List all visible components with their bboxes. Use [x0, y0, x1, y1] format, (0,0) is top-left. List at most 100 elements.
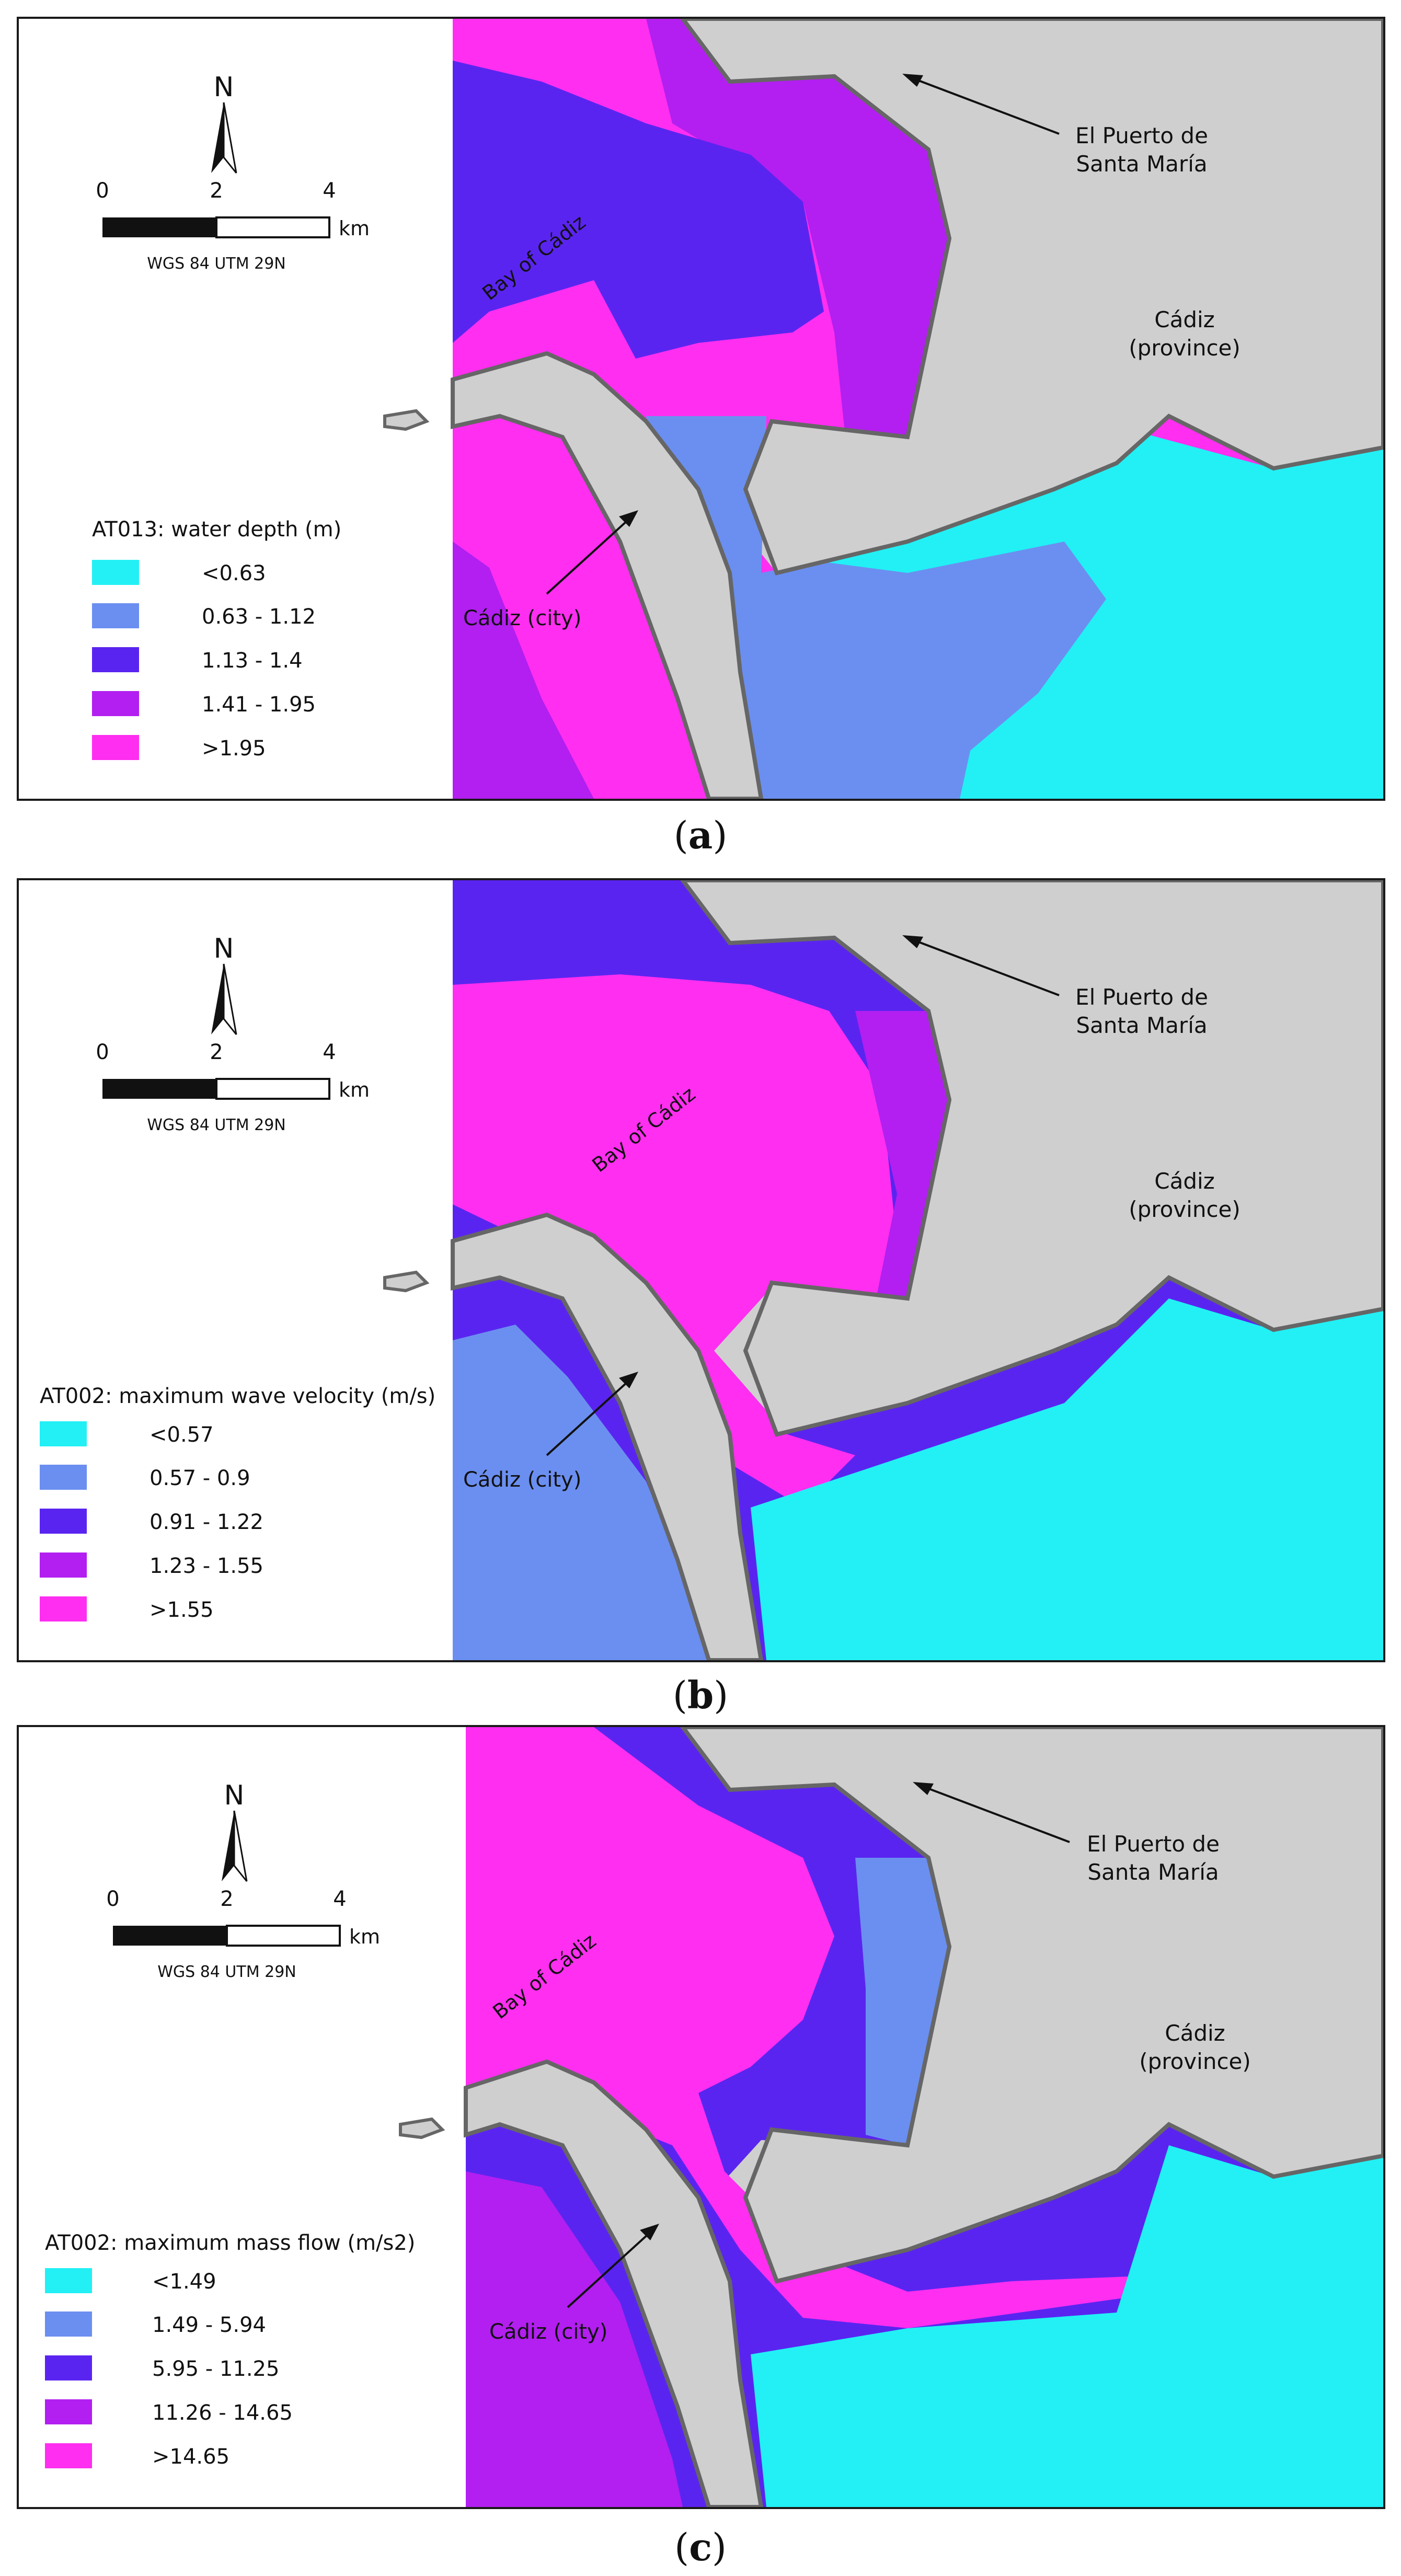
arrow-puerto-head — [902, 935, 923, 948]
map-panel-c: N 0 2 4 km WGS 84 UTM 29N El Puerto de S… — [17, 1725, 1385, 2509]
legend-swatch-4 — [92, 691, 139, 716]
land-islet — [383, 1270, 430, 1293]
label-city: Cádiz (city) — [463, 1468, 581, 1492]
caption-open: ( — [673, 813, 688, 857]
legend-swatch-4 — [45, 2399, 92, 2424]
map-panel-a: N 0 2 4 km WGS 84 UTM 29N El Puerto de S… — [17, 17, 1385, 801]
scale-tick-0: 0 — [106, 1887, 119, 1911]
label-province-2: (province) — [1139, 2049, 1251, 2074]
arrow-city — [567, 2228, 655, 2308]
label-puerto-2: Santa María — [1087, 1859, 1219, 1885]
legend-label-1: <1.49 — [152, 2270, 216, 2294]
sea-zone-flow-4 — [466, 2171, 683, 2507]
north-label: N — [214, 72, 234, 103]
north-arrow-icon-right — [223, 963, 237, 1035]
legend-label-3: 5.95 - 11.25 — [152, 2357, 279, 2381]
north-arrow-icon — [211, 964, 224, 1034]
sea-zone-depth-4-south — [453, 542, 594, 799]
arrow-puerto-head — [913, 1782, 934, 1795]
scale-tick-2: 2 — [210, 1040, 223, 1064]
north-arrow-icon — [211, 102, 224, 173]
arrow-city — [546, 1376, 634, 1456]
north-arrow-icon-right — [223, 102, 237, 174]
caption-open: ( — [674, 2525, 690, 2569]
scale-tick-2: 2 — [220, 1887, 233, 1911]
legend-swatch-5 — [45, 2443, 92, 2468]
land-cadiz-city — [451, 1212, 764, 1660]
scale-tick-0: 0 — [96, 179, 109, 203]
sea-zone-vel-2 — [453, 1325, 709, 1660]
blank-area — [19, 19, 453, 799]
legend-swatch-4 — [40, 1552, 87, 1578]
overlay-c: N 0 2 4 km WGS 84 UTM 29N El Puerto de S… — [45, 1780, 1251, 2469]
caption-close: ) — [713, 813, 728, 857]
sea-zone-flow-2 — [855, 1858, 949, 2145]
scale-bar-white — [215, 216, 330, 238]
arrow-city-head — [619, 1372, 638, 1388]
land-mainland — [680, 1727, 1383, 2284]
legend-label-4: 1.23 - 1.55 — [150, 1554, 263, 1578]
legend-label-4: 1.41 - 1.95 — [202, 693, 316, 717]
label-province-2: (province) — [1129, 1197, 1241, 1222]
caption-close: ) — [714, 1673, 729, 1717]
arrow-puerto-head — [902, 74, 923, 87]
legend-swatch-1 — [92, 560, 139, 585]
sea-zone-vel-5 — [453, 974, 897, 1508]
legend-title: AT013: water depth (m) — [92, 518, 341, 542]
label-puerto-1: El Puerto de — [1075, 123, 1208, 148]
label-puerto-1: El Puerto de — [1075, 984, 1208, 1010]
scale-tick-4: 4 — [333, 1887, 346, 1911]
legend-swatch-2 — [92, 603, 139, 628]
land-cadiz-city — [464, 2059, 764, 2507]
label-bay: Bay of Cádiz — [588, 1082, 699, 1177]
scale-tick-4: 4 — [323, 1040, 336, 1064]
sea-zone-flow-5 — [466, 1727, 1169, 2328]
scale-bar-black — [113, 1926, 227, 1946]
label-province-1: Cádiz — [1154, 307, 1214, 332]
legend-label-5: >1.95 — [202, 737, 266, 761]
arrow-city-head — [619, 510, 638, 527]
legend-label-2: 0.57 - 0.9 — [150, 1466, 250, 1490]
land-mainland — [680, 880, 1383, 1437]
overlay-b: N 0 2 4 km WGS 84 UTM 29N El Puerto de S… — [40, 933, 1241, 1622]
scale-tick-4: 4 — [323, 179, 336, 203]
legend-label-1: <0.63 — [202, 561, 266, 585]
legend-swatch-5 — [92, 735, 139, 760]
legend-swatch-1 — [40, 1421, 87, 1446]
label-province-1: Cádiz — [1165, 2020, 1225, 2046]
caption-letter: a — [688, 813, 713, 857]
legend-label-5: >14.65 — [152, 2445, 229, 2469]
map-canvas-b — [19, 880, 1383, 1660]
land-cadiz-city — [451, 351, 764, 799]
legend-swatch-3 — [45, 2355, 92, 2380]
legend-swatch-2 — [40, 1465, 87, 1490]
scale-unit: km — [349, 1925, 380, 1948]
scale-bar-white — [215, 1078, 330, 1100]
scale-tick-2: 2 — [210, 179, 223, 203]
scale-crs: WGS 84 UTM 29N — [147, 1116, 286, 1134]
legend-swatch-1 — [45, 2268, 92, 2293]
scale-bar-black — [102, 1079, 216, 1099]
overlay-a: N 0 2 4 km WGS 84 UTM 29N El Puerto de S… — [92, 72, 1241, 761]
map-panel-b: N 0 2 4 km WGS 84 UTM 29N El Puerto de S… — [17, 878, 1385, 1662]
blank-area — [19, 880, 453, 1660]
map-canvas-a — [19, 19, 1383, 799]
land-mainland — [680, 19, 1383, 576]
legend-label-1: <0.57 — [150, 1423, 214, 1447]
sea-zone-depth-4 — [646, 19, 949, 437]
arrow-puerto — [907, 75, 1060, 135]
scale-crs: WGS 84 UTM 29N — [157, 1963, 296, 1981]
map-canvas-c — [19, 1727, 1383, 2507]
north-arrow-icon — [222, 1811, 234, 1881]
label-bay: Bay of Cádiz — [488, 1929, 600, 2023]
legend-label-3: 1.13 - 1.4 — [202, 649, 303, 673]
label-province-2: (province) — [1129, 335, 1241, 361]
caption-open: ( — [672, 1673, 687, 1717]
north-arrow-icon-right — [233, 1810, 248, 1882]
legend-swatch-2 — [45, 2312, 92, 2337]
caption-b: (b) — [0, 1673, 1401, 1717]
legend-swatch-5 — [40, 1596, 87, 1622]
legend-label-4: 11.26 - 14.65 — [152, 2401, 293, 2425]
label-puerto-2: Santa María — [1076, 151, 1207, 177]
legend-label-3: 0.91 - 1.22 — [150, 1510, 263, 1534]
